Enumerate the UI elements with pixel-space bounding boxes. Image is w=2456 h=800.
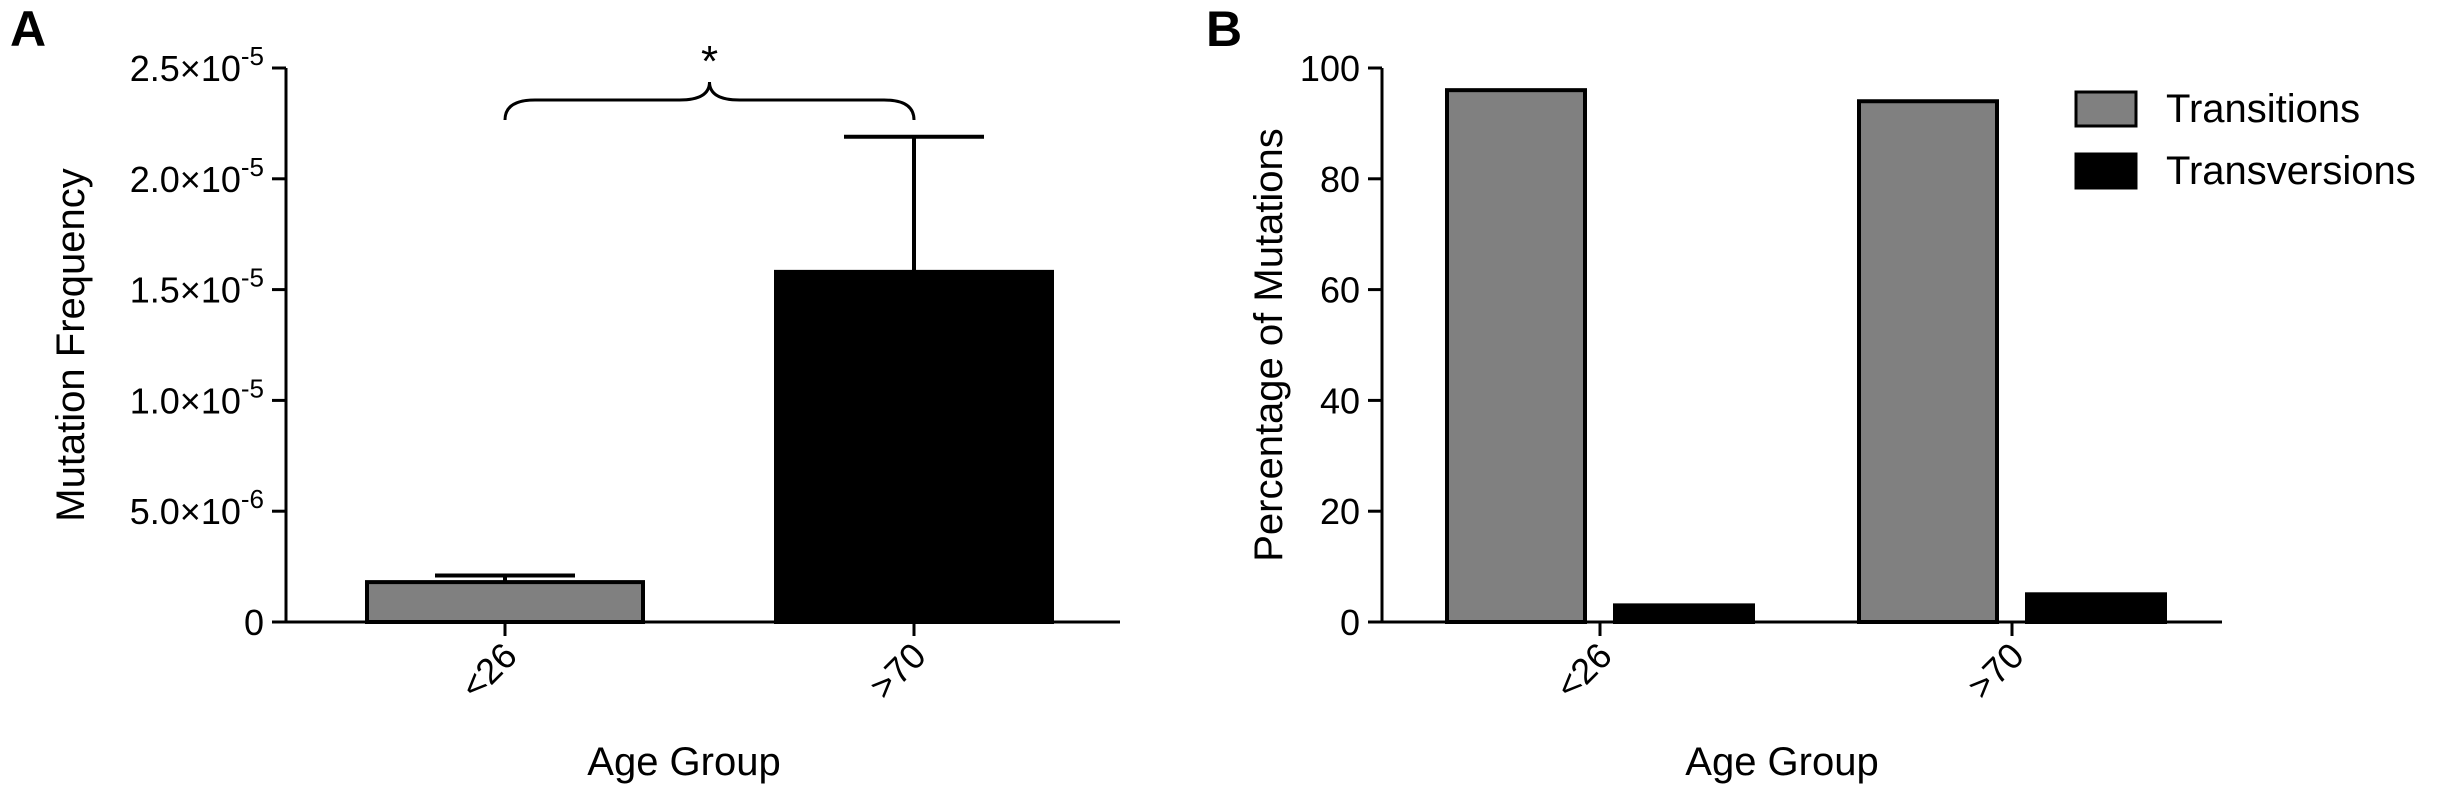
y-tick-label: 5.0×10-6 — [130, 484, 264, 532]
panel-b-chart: B 0 20 40 60 80 100 <26 >70 Age Group Percenta… — [1206, 1, 2416, 784]
y-tick-label: 2.0×10-5 — [130, 152, 264, 200]
significance-brace — [503, 81, 916, 121]
panel-a-x-axis-title: Age Group — [587, 740, 780, 784]
x-tick-label: >70 — [861, 635, 933, 707]
y-tick-label: 60 — [1320, 270, 1360, 311]
y-tick-label: 1.0×10-5 — [130, 373, 264, 421]
panel-b-bars — [1445, 88, 2167, 625]
legend-swatch-transversions — [2074, 152, 2138, 190]
significance-marker: * — [701, 37, 718, 86]
x-tick-label: <26 — [1547, 635, 1619, 707]
bar-transversions — [2025, 592, 2167, 624]
y-tick-label: 1.5×10-5 — [130, 263, 264, 311]
panel-b-label: B — [1206, 1, 1242, 57]
y-tick-label: 80 — [1320, 159, 1360, 200]
legend-label-transversions: Transversions — [2166, 149, 2416, 193]
panel-a-chart: A 0 5.0×10-6 1.0×10-5 1.5×10-5 2.0×10-5 2.5×1… — [10, 1, 1120, 784]
bar-over-70 — [774, 269, 1054, 624]
x-tick-label: <26 — [452, 635, 524, 707]
y-tick-label: 0 — [244, 602, 264, 643]
panel-a-label: A — [10, 1, 46, 57]
bar-transversions — [1613, 603, 1755, 625]
panel-b-x-axis-title: Age Group — [1685, 740, 1878, 784]
panel-a-x-ticks: <26 >70 — [452, 622, 934, 707]
y-tick-label: 40 — [1320, 380, 1360, 421]
legend: Transitions Transversions — [2074, 87, 2416, 193]
y-tick-label: 100 — [1300, 48, 1360, 89]
x-tick-label: >70 — [1959, 635, 2031, 707]
panel-b-x-ticks: <26 >70 — [1547, 622, 2032, 707]
bar-transitions — [1857, 99, 1999, 625]
panel-b-y-axis-title: Percentage of Mutations — [1247, 128, 1291, 562]
legend-swatch-transitions — [2074, 90, 2138, 128]
bar-transitions — [1445, 88, 1587, 625]
y-tick-label: 2.5×10-5 — [130, 41, 264, 89]
bar-under-26 — [365, 580, 645, 624]
panel-b-y-ticks: 0 20 40 60 80 100 — [1300, 48, 1382, 643]
y-tick-label: 0 — [1340, 602, 1360, 643]
panel-a-bars — [365, 134, 1054, 624]
panel-a-y-ticks: 0 5.0×10-6 1.0×10-5 1.5×10-5 2.0×10-5 2.5×10-… — [130, 41, 286, 643]
panel-a-y-axis-title: Mutation Frequency — [49, 168, 93, 522]
y-tick-label: 20 — [1320, 491, 1360, 532]
legend-label-transitions: Transitions — [2166, 87, 2360, 131]
